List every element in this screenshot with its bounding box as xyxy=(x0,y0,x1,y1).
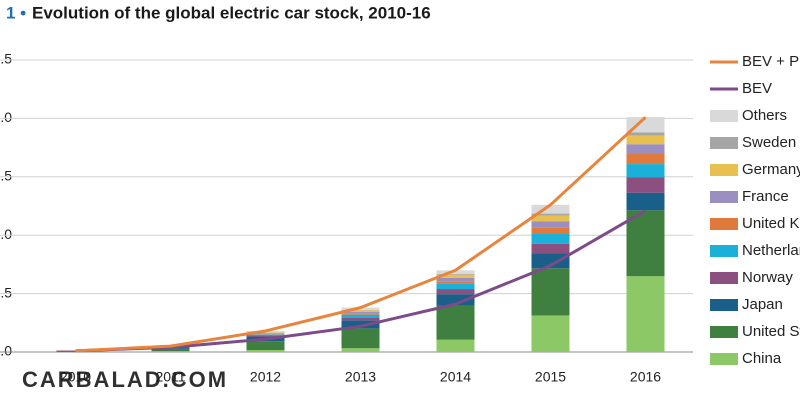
legend-label: Germany xyxy=(742,161,800,178)
bar-segment xyxy=(436,270,475,274)
legend-swatch xyxy=(710,191,738,203)
legend-label: BEV + PHEV xyxy=(742,53,800,70)
bar-segment xyxy=(246,350,285,352)
y-tick-label: 1.5 xyxy=(0,168,12,184)
bar-segment xyxy=(436,273,475,275)
legend-swatch xyxy=(710,110,738,122)
y-tick-label: 0.5 xyxy=(0,284,12,300)
bar-segment xyxy=(246,333,285,335)
legend-swatch xyxy=(710,137,738,149)
x-tick-label: 2015 xyxy=(535,369,566,385)
legend-swatch xyxy=(710,164,738,176)
bar-segment xyxy=(436,274,475,278)
legend-label: United Kingdom xyxy=(742,215,800,232)
bar-segment xyxy=(341,310,380,312)
y-tick-label: 1.0 xyxy=(0,226,12,242)
bar-segment xyxy=(626,144,665,155)
bar-segment xyxy=(341,318,380,321)
bar-segment xyxy=(626,135,665,145)
y-tick-label: 0.0 xyxy=(0,343,12,359)
bar-segment xyxy=(341,313,380,315)
bar-segment xyxy=(626,276,665,352)
bar-segment xyxy=(246,332,285,334)
x-tick-label: 2011 xyxy=(155,369,185,385)
bar-segment xyxy=(531,221,570,228)
x-tick-label: 2014 xyxy=(440,369,471,385)
bar-segment xyxy=(626,177,665,193)
bar-segment xyxy=(626,154,665,165)
bar-segment xyxy=(436,339,475,352)
legend-label: Japan xyxy=(742,296,783,313)
bar-segment xyxy=(531,227,570,234)
bar-segment xyxy=(436,294,475,306)
bar-segment xyxy=(436,283,475,290)
y-tick-label: 2.0 xyxy=(0,109,12,125)
legend-swatch xyxy=(710,353,738,365)
bar-segment xyxy=(626,132,665,136)
legend-swatch xyxy=(710,272,738,284)
x-tick-label: 2012 xyxy=(250,369,281,385)
legend-label: France xyxy=(742,188,789,205)
bar-segment xyxy=(151,351,190,352)
figure-label: 1 • xyxy=(6,3,26,22)
bar-segment xyxy=(531,243,570,254)
bar-segment xyxy=(531,268,570,316)
legend-swatch xyxy=(710,245,738,257)
bar-segment xyxy=(436,305,475,340)
bar-segment xyxy=(436,289,475,295)
bar-segment xyxy=(341,320,380,329)
legend-label: Sweden xyxy=(742,134,796,151)
bar-segment xyxy=(531,315,570,352)
y-tick-label: 2.5 xyxy=(0,51,12,67)
bar-segment xyxy=(531,253,570,269)
bar-segment xyxy=(341,311,380,314)
x-tick-label: 2016 xyxy=(630,369,661,385)
bar-segment xyxy=(246,341,285,351)
bar-segment xyxy=(246,334,285,336)
bar-segment xyxy=(531,213,570,216)
legend-label: BEV xyxy=(742,80,772,97)
legend-label: Others xyxy=(742,107,787,124)
bar-segment xyxy=(246,335,285,337)
bar-segment xyxy=(151,348,190,352)
chart-title: Evolution of the global electric car sto… xyxy=(32,3,431,22)
bar-segment xyxy=(626,210,665,277)
bar-segment xyxy=(626,192,665,211)
bar-segment xyxy=(341,314,380,319)
bar-segment xyxy=(436,277,475,282)
legend-label: Netherlands xyxy=(742,242,800,259)
x-tick-label: 2010 xyxy=(60,369,91,385)
x-tick-label: 2013 xyxy=(345,369,376,385)
bar-segment xyxy=(341,328,380,349)
legend-label: China xyxy=(742,350,782,367)
legend-label: United States xyxy=(742,323,800,340)
legend-swatch xyxy=(710,299,738,311)
bar-segment xyxy=(531,215,570,222)
legend-swatch xyxy=(710,326,738,338)
watermark: CARBALAD.COM xyxy=(22,367,228,392)
bar-segment xyxy=(626,117,665,133)
bar-segment xyxy=(531,233,570,244)
line xyxy=(75,116,647,353)
bar-segment xyxy=(531,204,570,214)
bar-segment xyxy=(341,348,380,352)
bar-segment xyxy=(626,164,665,178)
legend-label: Norway xyxy=(742,269,793,286)
legend-swatch xyxy=(710,218,738,230)
bar-segment xyxy=(436,281,475,284)
